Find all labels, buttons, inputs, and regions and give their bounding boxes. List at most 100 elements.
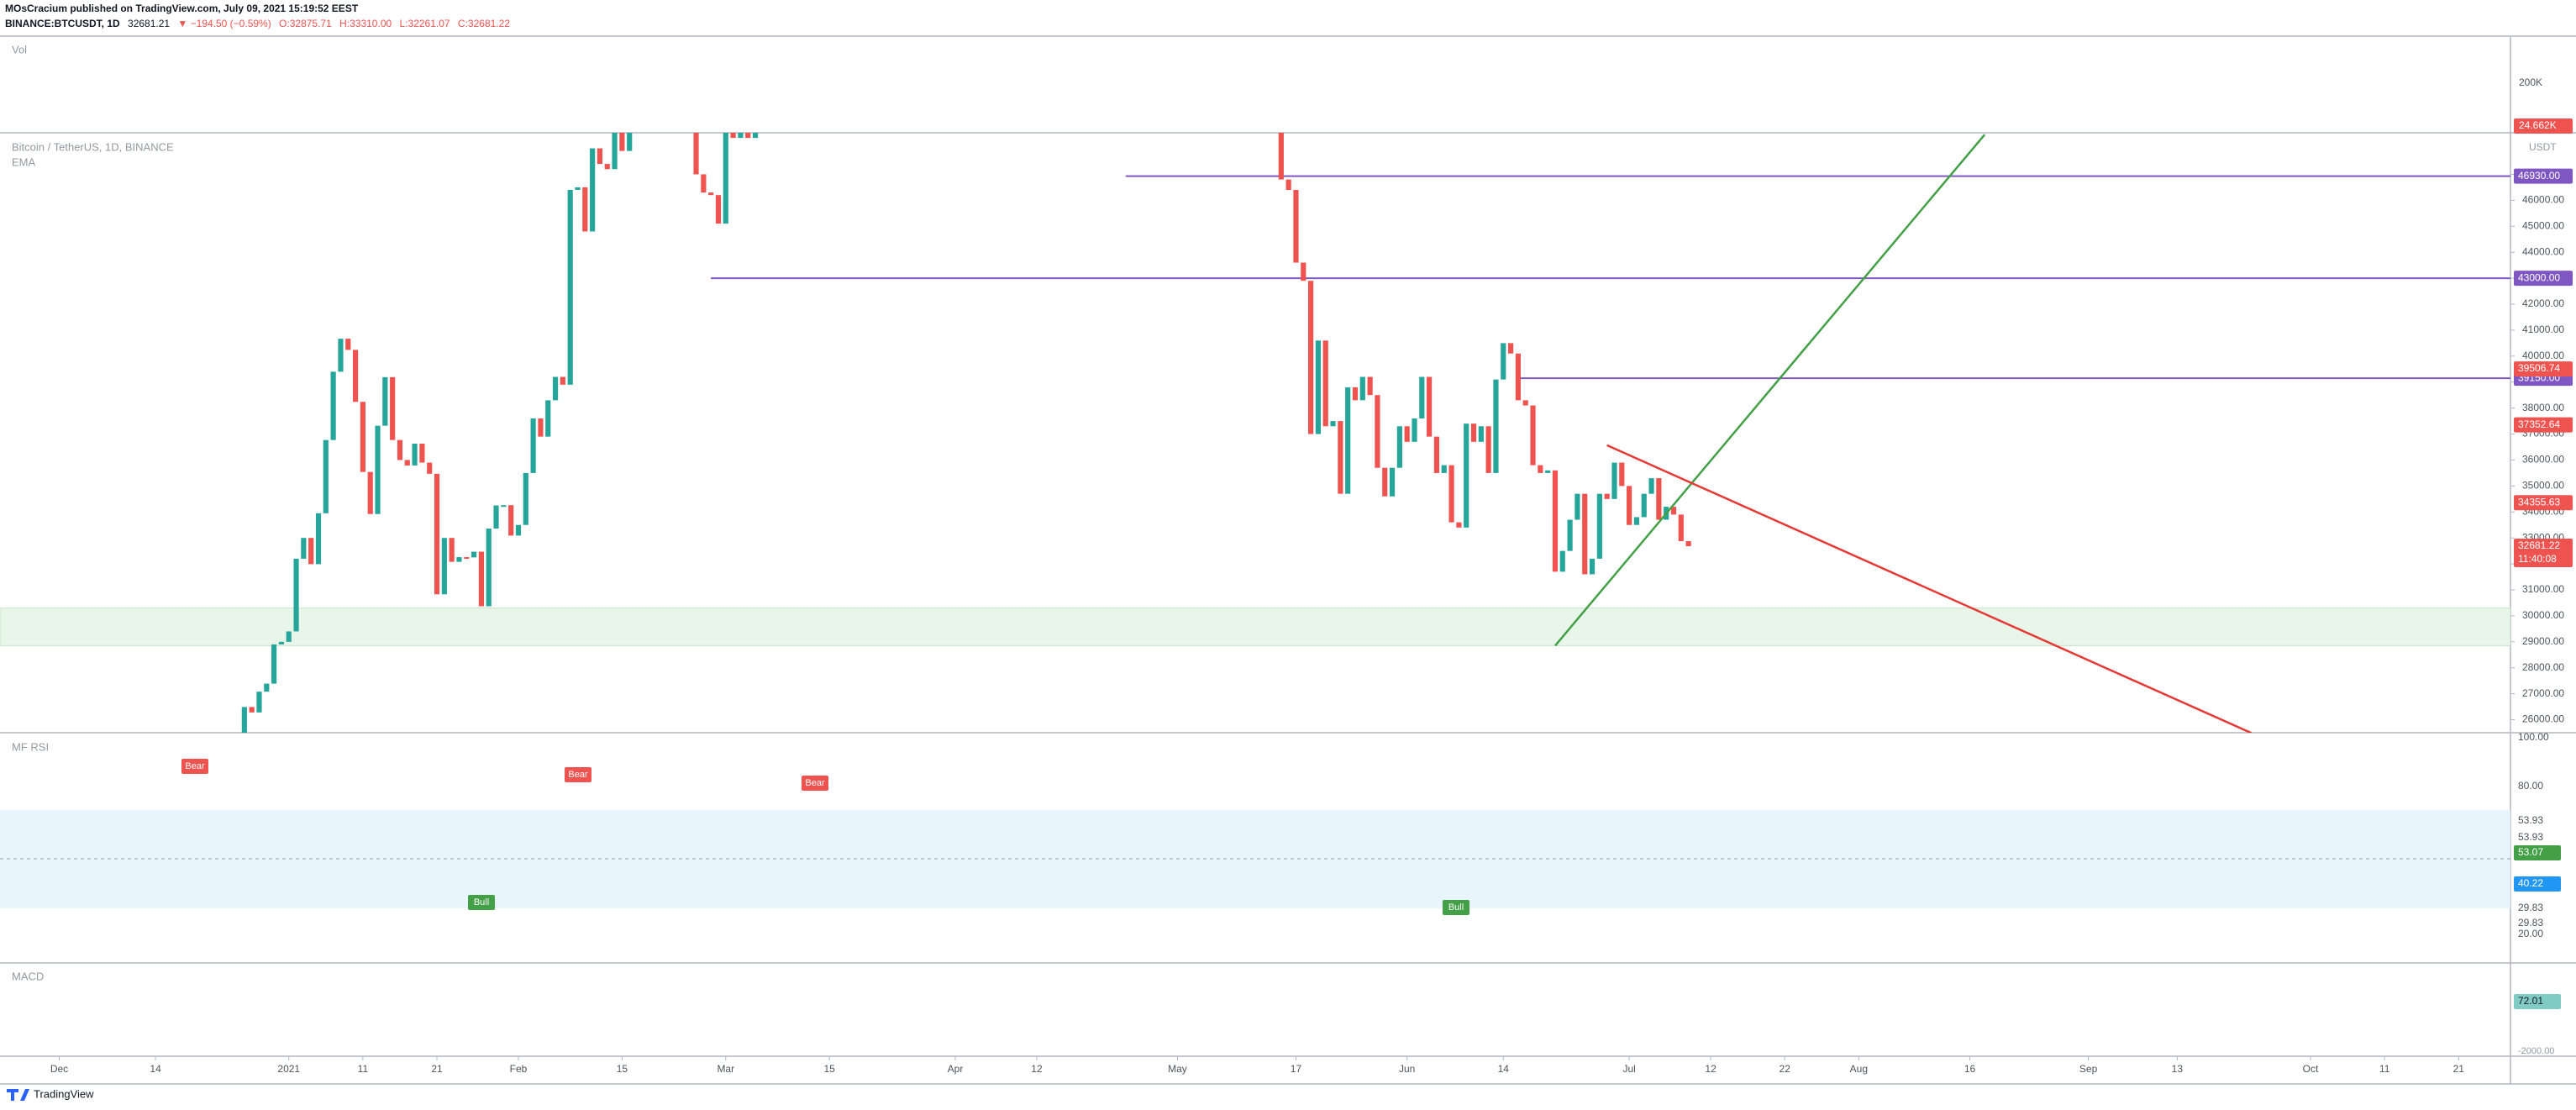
- candle: [360, 402, 365, 472]
- candle: [1382, 467, 1388, 497]
- candle: [1389, 467, 1396, 497]
- candle: [1441, 465, 1447, 473]
- candle: [1315, 340, 1322, 434]
- candle: [1338, 421, 1343, 494]
- candle: [752, 133, 759, 139]
- macd-label-box: [2514, 994, 2561, 1009]
- candle: [323, 439, 329, 513]
- high: H:33310.00: [339, 18, 392, 29]
- candle: [575, 187, 581, 190]
- rsi-title: MF RSI: [12, 740, 49, 753]
- y-tick-label: 41000.00: [2522, 324, 2564, 335]
- x-tick-label: 21: [2453, 1063, 2465, 1075]
- candle: [308, 538, 314, 565]
- candle: [315, 513, 322, 565]
- y-tick-label: 28000.00: [2522, 661, 2564, 673]
- change: ▼ −194.50 (−0.59%): [177, 18, 271, 29]
- candle: [1641, 493, 1647, 518]
- candle: [1522, 400, 1528, 406]
- rsi-axis-label: 29.83: [2518, 917, 2543, 929]
- candle: [715, 195, 722, 224]
- candle: [701, 174, 707, 193]
- brand: TradingView: [34, 1087, 94, 1100]
- candle: [390, 376, 396, 440]
- rsi-signal-box: [802, 776, 828, 791]
- candle: [1538, 465, 1543, 473]
- candle: [1464, 423, 1469, 528]
- y-tick-label: 40000.00: [2522, 350, 2564, 361]
- rsi-signal-box: [565, 767, 591, 782]
- candle: [449, 538, 455, 562]
- rsi-signal: Bull: [474, 897, 489, 907]
- rsi-signal-box: [468, 895, 495, 910]
- candle: [560, 376, 565, 385]
- symbol: BINANCE:BTCUSDT, 1D: [5, 18, 120, 29]
- volume-last: 24.662K: [2519, 119, 2557, 131]
- candle: [441, 538, 447, 595]
- price-label: 32681.22: [2518, 539, 2560, 551]
- candle: [693, 133, 699, 175]
- candle: [1678, 514, 1684, 542]
- x-tick-label: Sep: [2079, 1063, 2098, 1075]
- candle: [1656, 478, 1662, 520]
- y-tick-label: 36000.00: [2522, 454, 2564, 466]
- low: L:32261.07: [400, 18, 450, 29]
- candle: [1485, 426, 1491, 473]
- volume-title: Vol: [12, 43, 27, 55]
- candle: [1648, 478, 1654, 494]
- rsi-label-box: [2514, 845, 2561, 860]
- candle: [456, 557, 462, 562]
- candle: [493, 505, 499, 529]
- candle: [1419, 376, 1425, 418]
- candle: [501, 505, 507, 508]
- candle: [397, 439, 403, 460]
- candle: [523, 472, 528, 525]
- x-tick-label: 16: [1964, 1063, 1976, 1075]
- candle: [330, 371, 336, 440]
- price-subtitle: EMA: [12, 155, 36, 168]
- candle: [1278, 133, 1284, 180]
- open: O:32875.71: [279, 18, 332, 29]
- candle: [1330, 421, 1336, 427]
- candle: [338, 339, 344, 372]
- candle: [612, 133, 618, 170]
- candle: [545, 400, 551, 437]
- x-tick-label: 11: [358, 1063, 369, 1075]
- price-label-box: [2514, 539, 2573, 568]
- x-tick-label: Aug: [1850, 1063, 1868, 1075]
- candle: [552, 376, 559, 401]
- x-tick-label: 21: [431, 1063, 443, 1075]
- candle: [567, 190, 573, 385]
- candle: [1375, 395, 1380, 468]
- candle: [1359, 376, 1365, 401]
- close: C:32681.22: [458, 18, 510, 29]
- rsi-signal: Bear: [185, 761, 205, 771]
- candle: [627, 133, 633, 151]
- x-tick-label: 15: [617, 1063, 628, 1075]
- candle: [738, 133, 744, 139]
- candle: [367, 471, 373, 514]
- candle: [464, 557, 470, 560]
- candle: [382, 376, 388, 426]
- x-tick-label: 17: [1291, 1063, 1302, 1075]
- candle: [604, 164, 610, 170]
- candle: [1412, 418, 1417, 442]
- candle: [1627, 486, 1632, 525]
- candle: [1322, 340, 1328, 427]
- candle: [1404, 426, 1410, 442]
- rsi-signal: Bull: [1448, 902, 1464, 913]
- candle: [1611, 462, 1617, 499]
- candle: [1367, 376, 1373, 396]
- y-tick-label: 26000.00: [2522, 713, 2564, 725]
- price-label: 34355.63: [2518, 496, 2560, 508]
- x-tick-label: Apr: [948, 1063, 964, 1075]
- x-tick-label: 14: [1498, 1063, 1510, 1075]
- y-tick-label: 45000.00: [2522, 219, 2564, 231]
- candle: [515, 524, 522, 536]
- y-tick-label: 29000.00: [2522, 635, 2564, 647]
- x-tick-label: Dec: [50, 1063, 68, 1075]
- candle: [345, 339, 351, 350]
- candle: [1352, 387, 1359, 401]
